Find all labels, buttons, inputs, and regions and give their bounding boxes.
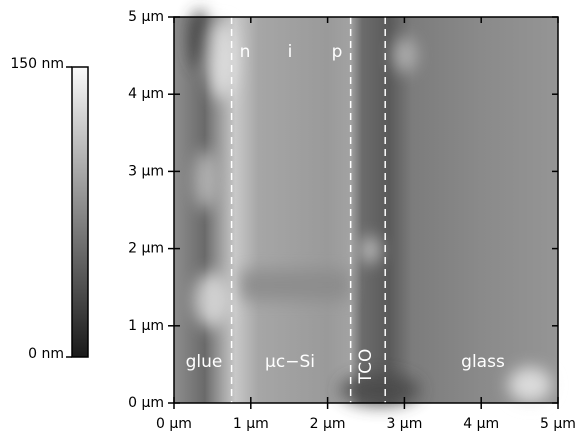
x-tick-label: 3 μm — [386, 416, 422, 432]
y-tick-label: 4 μm — [128, 86, 164, 102]
colorbar-label: 0 nm — [28, 346, 64, 362]
colorbar — [72, 67, 88, 357]
y-tick-label: 5 μm — [128, 9, 164, 25]
annotation: glass — [461, 352, 505, 372]
y-tick-label: 3 μm — [128, 163, 164, 179]
x-tick-label: 0 μm — [156, 416, 192, 432]
y-tick-label: 0 μm — [128, 395, 164, 411]
annotation: n — [240, 42, 251, 62]
colorbar-label: 150 nm — [10, 56, 64, 72]
chart: n i p glue μc−Si TCO glass 0 μm 1 μm 2 μm 3… — [0, 0, 580, 437]
y-tick-label: 2 μm — [128, 241, 164, 257]
annotation: p — [332, 42, 343, 62]
annotation: TCO — [356, 349, 376, 385]
x-tick-label: 5 μm — [540, 416, 576, 432]
x-tick-label: 1 μm — [233, 416, 269, 432]
annotation: glue — [186, 352, 223, 372]
annotation: μc−Si — [265, 352, 315, 372]
x-tick-label: 2 μm — [310, 416, 346, 432]
y-tick-label: 1 μm — [128, 318, 164, 334]
annotation: i — [288, 42, 293, 62]
x-tick-label: 4 μm — [463, 416, 499, 432]
